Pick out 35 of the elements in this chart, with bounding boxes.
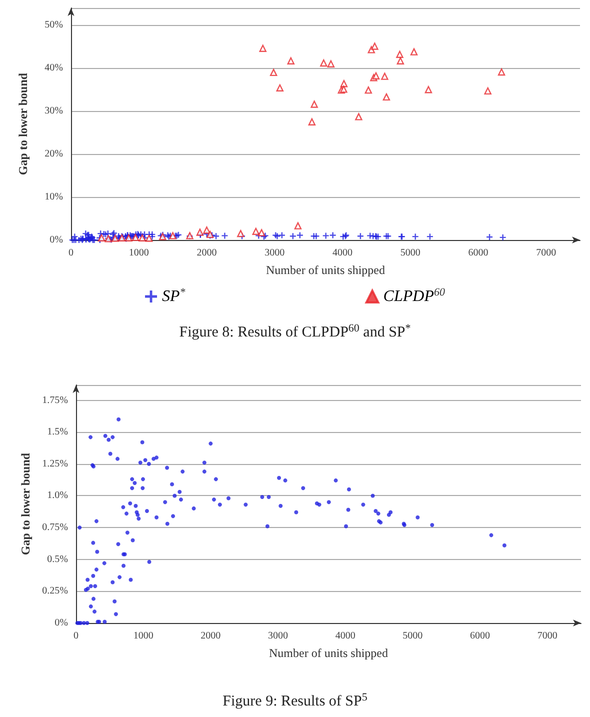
y-tick-label: 10% — [44, 192, 63, 203]
y-tick-label: 0% — [50, 234, 63, 246]
y-tick-label: 20% — [44, 148, 63, 160]
x-tick-label: 5000 — [402, 630, 423, 642]
y-tick-label: 1.5% — [47, 426, 68, 438]
y-tick-label: 30% — [44, 106, 63, 117]
x-tick-label: 0 — [74, 630, 78, 642]
legend-label: SP* — [162, 286, 186, 305]
x-tick-label: 3000 — [268, 630, 288, 642]
y-tick-label: 0.5% — [47, 554, 68, 565]
x-tick-label: 7000 — [537, 630, 558, 642]
y-tick-label: 0% — [54, 618, 68, 628]
x-tick-label: 6000 — [468, 248, 488, 258]
x-tick-label: 4000 — [332, 248, 352, 258]
x-tick-label: 5000 — [400, 248, 420, 258]
x-tick-label: 7000 — [536, 248, 556, 258]
y-tick-label: 1.0% — [47, 490, 68, 502]
y-tick-label: 1.25% — [42, 458, 68, 470]
x-tick-label: 1000 — [128, 248, 149, 258]
x-tick-label: 2000 — [196, 248, 217, 258]
x-axis-title: Number of units shipped — [266, 263, 385, 277]
x-tick-label: 1000 — [133, 630, 154, 642]
y-tick-label: 40% — [44, 62, 63, 74]
x-tick-label: 4000 — [335, 630, 356, 642]
y-axis-title: Gap to lower bound — [18, 452, 32, 556]
y-tick-label: 50% — [44, 20, 63, 31]
x-axis-title: Number of units shipped — [269, 646, 388, 660]
x-tick-label: 0 — [68, 248, 74, 258]
y-tick-label: 0.25% — [42, 586, 68, 597]
y-tick-label: 0.75% — [42, 522, 68, 534]
y-axis-title: Gap to lower bound — [16, 72, 30, 176]
x-tick-label: 3000 — [264, 248, 285, 258]
x-tick-label: 6000 — [470, 630, 490, 642]
x-tick-label: 2000 — [200, 630, 221, 642]
y-tick-label: 1.75% — [42, 394, 68, 406]
